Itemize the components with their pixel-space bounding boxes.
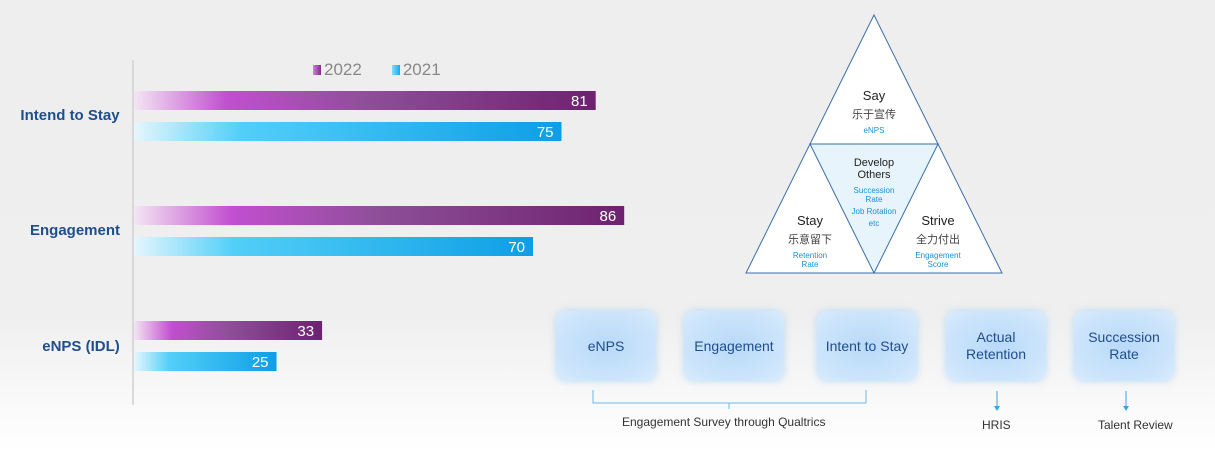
hris-arrow xyxy=(994,391,1000,411)
develop-sub-4: etc xyxy=(868,219,880,228)
stay-cn: 乐意留下 xyxy=(788,234,832,246)
metric-succession-rate: Succession Rate xyxy=(1074,311,1174,381)
strive-sub-2: Score xyxy=(927,260,949,269)
legend-label-2021: 2021 xyxy=(402,60,441,79)
bar-2021-2 xyxy=(134,352,277,371)
legend-label-2022: 2022 xyxy=(324,60,362,79)
legend-swatch-2022 xyxy=(313,65,321,75)
stay-sub-1: Retention xyxy=(792,251,828,260)
stay-title: Stay xyxy=(796,213,823,228)
chart-legend: 2022 2021 xyxy=(313,60,441,80)
metric-intent-to-stay: Intent to Stay xyxy=(817,311,917,381)
bar-2021-0 xyxy=(134,122,562,141)
stay-sub-2: Rate xyxy=(801,260,819,269)
bar-label-2022-1: 86 xyxy=(600,208,617,225)
pyramid-strive: Strive 全力付出 Engagement Score xyxy=(898,213,978,269)
bar-label-2022-0: 81 xyxy=(571,93,588,110)
develop-title: Develop Others xyxy=(853,157,895,181)
bar-label-2021-2: 25 xyxy=(252,354,269,371)
say-cn: 乐于宣传 xyxy=(852,109,896,121)
strive-cn: 全力付出 xyxy=(916,234,960,246)
metric-engagement: Engagement xyxy=(684,311,784,381)
survey-bracket xyxy=(592,390,867,404)
talent-review-arrow xyxy=(1123,391,1129,411)
say-title: Say xyxy=(862,88,886,103)
bar-2022-1 xyxy=(134,206,625,225)
pyramid-stay: Stay 乐意留下 Retention Rate xyxy=(770,213,850,269)
legend-swatch-2021 xyxy=(391,65,400,75)
pyramid-develop-others: Develop Others Succession Rate Job Rotat… xyxy=(834,157,914,228)
category-label-enps: eNPS (IDL) xyxy=(42,338,120,355)
category-label-intend-to-stay: Intend to Stay xyxy=(20,107,120,124)
legend-item-2022: 2022 xyxy=(313,60,362,80)
strive-title: Strive xyxy=(921,213,955,228)
develop-sub-3: Job Rotation xyxy=(851,207,897,216)
say-sub: eNPS xyxy=(863,126,885,135)
bar-2022-2 xyxy=(134,321,323,340)
pyramid-say: Say 乐于宣传 eNPS xyxy=(834,88,914,135)
bar-label-2021-1: 70 xyxy=(508,239,525,256)
category-label-engagement: Engagement xyxy=(29,222,120,239)
pyramid-diagram xyxy=(745,13,1003,275)
bar-label-2022-2: 33 xyxy=(297,323,314,340)
survey-label: Engagement Survey through Qualtrics xyxy=(622,415,826,429)
develop-sub-1: Succession xyxy=(853,186,895,195)
bar-2021-1 xyxy=(134,237,533,256)
legend-item-2021: 2021 xyxy=(391,60,441,80)
strive-sub-1: Engagement xyxy=(915,251,961,260)
bar-2022-0 xyxy=(134,91,596,110)
metric-enps: eNPS xyxy=(556,311,656,381)
metric-actual-retention: Actual Retention xyxy=(946,311,1046,381)
hris-label: HRIS xyxy=(982,418,1011,432)
develop-sub-2: Rate xyxy=(865,195,883,204)
talent-review-label: Talent Review xyxy=(1098,418,1173,432)
bar-label-2021-0: 75 xyxy=(537,124,554,141)
